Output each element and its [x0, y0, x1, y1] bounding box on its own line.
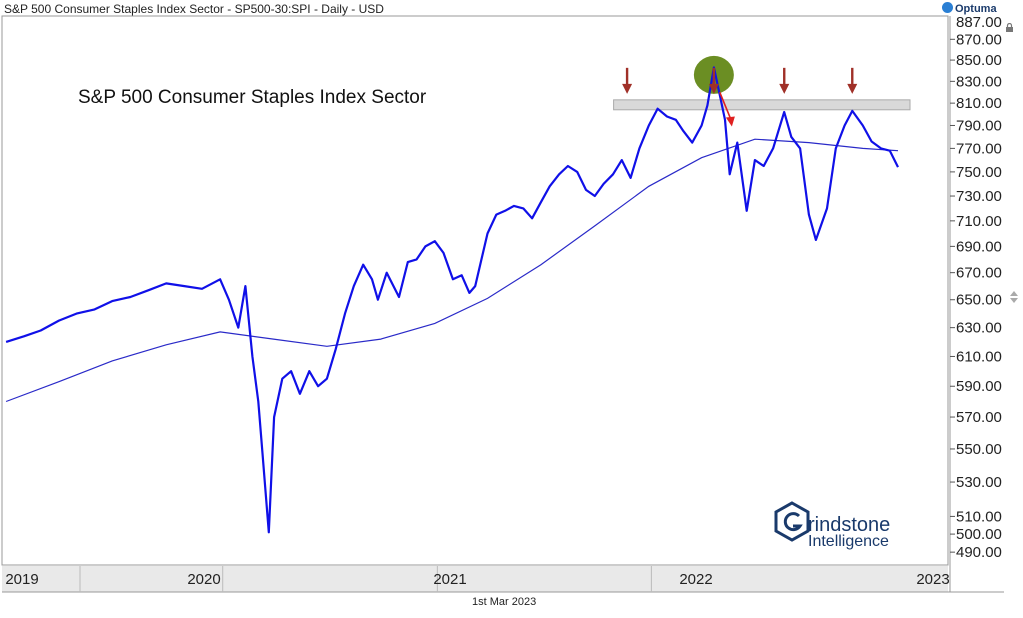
breakdown-arrow-shaft: [718, 91, 732, 120]
x-tick-label: 2019: [5, 571, 38, 588]
y-tick-label: 750.00: [956, 164, 1002, 181]
peak-marker-head: [708, 83, 719, 94]
chart-title: S&P 500 Consumer Staples Index Sector - …: [4, 2, 384, 16]
y-tick-label: 670.00: [956, 265, 1002, 282]
breakdown-arrow-head: [725, 116, 735, 127]
price-line: [5, 66, 899, 534]
y-tick-label: 710.00: [956, 213, 1002, 230]
peak-marker-arrow: [847, 67, 858, 94]
y-tick-label: 490.00: [956, 544, 1002, 561]
date-stamp: 1st Mar 2023: [472, 596, 537, 608]
peak-marker-arrow: [779, 67, 790, 94]
peak-marker-arrow: [622, 67, 633, 94]
y-tick-label: 630.00: [956, 320, 1002, 337]
x-tick-label: 2020: [187, 571, 220, 588]
chart-annotation-label: S&P 500 Consumer Staples Index Sector: [78, 87, 427, 108]
y-tick-label: 510.00: [956, 508, 1002, 525]
x-tick-label: 2023: [916, 571, 949, 588]
y-tick-label: 570.00: [956, 409, 1002, 426]
grindstone-hex-icon: [774, 501, 810, 542]
optuma-brand-text: Optuma: [955, 3, 997, 15]
logo-word-intelligence: Intelligence: [808, 533, 889, 550]
x-axis-band: [2, 566, 948, 592]
peak-marker-head: [779, 83, 790, 94]
x-tick-label: 2021: [433, 571, 466, 588]
y-tick-label: 530.00: [956, 474, 1002, 491]
plot-frame: [1, 15, 949, 566]
moving-average-line: [5, 138, 899, 403]
grindstone-g-icon: [783, 512, 803, 532]
y-tick-label: 810.00: [956, 95, 1002, 112]
y-tick-label: 500.00: [956, 526, 1002, 543]
y-tick-label: 790.00: [956, 117, 1002, 134]
peak-marker-arrow: [708, 67, 719, 94]
y-tick-label: 590.00: [956, 378, 1002, 395]
y-tick-label: 690.00: [956, 238, 1002, 255]
y-tick-label: 650.00: [956, 292, 1002, 309]
logo-word-rindstone: rindstone: [808, 514, 890, 536]
y-tick-label: 770.00: [956, 140, 1002, 157]
y-tick-label: 550.00: [956, 441, 1002, 458]
y-tick-label: 850.00: [956, 52, 1002, 69]
y-tick-label-partial: 887.00: [956, 14, 1002, 31]
optuma-logo-icon: [942, 2, 953, 13]
x-tick-label: 2022: [679, 571, 712, 588]
lock-icon[interactable]: [1005, 23, 1014, 32]
y-tick-label: 830.00: [956, 73, 1002, 90]
optuma-brand: Optuma: [942, 2, 997, 15]
peak-marker-head: [622, 83, 633, 94]
y-tick-label: 610.00: [956, 348, 1002, 365]
y-tick-label: 730.00: [956, 188, 1002, 205]
peak-marker-head: [847, 83, 858, 94]
resistance-band: [613, 99, 911, 111]
scale-handle-icon[interactable]: [1009, 290, 1019, 304]
y-tick-label: 870.00: [956, 31, 1002, 48]
